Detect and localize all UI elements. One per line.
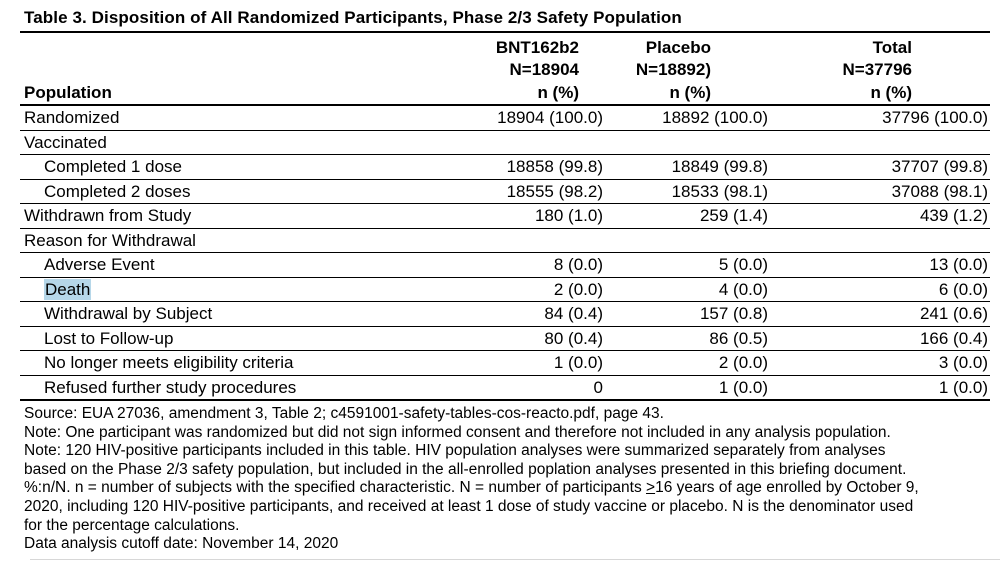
row-header-population: Population — [24, 83, 112, 102]
row-value: 84 (0.4) — [544, 304, 603, 323]
footnotes: Source: EUA 27036, amendment 3, Table 2;… — [20, 401, 990, 554]
row-value: 0 — [593, 377, 603, 397]
row-value: 37088 (98.1) — [891, 181, 988, 201]
row-value: 3 (0.0) — [938, 353, 988, 372]
table-row: No longer meets eligibility criteria 1 (… — [20, 351, 990, 376]
header-row-stat: Population n (%) n (%) n (%) — [20, 81, 990, 104]
table-row: Reason for Withdrawal — [20, 229, 990, 253]
table-row: Randomized 18904 (100.0) 18892 (100.0) 3… — [20, 106, 990, 131]
row-value: 241 (0.6) — [919, 304, 988, 323]
row-value: 37707 (99.8) — [891, 157, 988, 176]
table-row: Completed 1 dose 18858 (99.8) 18849 (99.… — [20, 155, 990, 180]
footnote-line: Source: EUA 27036, amendment 3, Table 2;… — [24, 405, 664, 422]
row-value: 13 (0.0) — [929, 255, 988, 274]
table-row: Refused further study procedures 0 1 (0.… — [20, 376, 990, 401]
row-value: 5 (0.0) — [718, 255, 768, 274]
row-label: Lost to Follow-up — [44, 328, 174, 348]
column-n-placebo: N=18892) — [635, 60, 711, 79]
column-stat-placebo: n (%) — [669, 83, 711, 102]
header-row-n: N=18904 N=18892) N=37796 — [20, 59, 990, 81]
row-value: 439 (1.2) — [919, 206, 988, 225]
footnote-line: %:n/N. n = number of subjects with the s… — [24, 479, 919, 497]
table-body: Randomized 18904 (100.0) 18892 (100.0) 3… — [20, 106, 990, 401]
greater-equal-symbol: > — [646, 479, 656, 497]
row-label: Withdrawal by Subject — [44, 304, 213, 323]
header-row-names: BNT162b2 Placebo Total — [20, 37, 990, 59]
row-label: Completed 2 doses — [44, 181, 191, 201]
table-row: Withdrawal by Subject 84 (0.4) 157 (0.8)… — [20, 302, 990, 327]
row-label: No longer meets eligibility criteria — [44, 353, 294, 372]
row-label: Reason for Withdrawal — [24, 230, 196, 250]
column-header-placebo: Placebo — [645, 38, 711, 57]
row-value: 86 (0.5) — [709, 328, 768, 348]
column-n-bnt162b2: N=18904 — [509, 60, 579, 79]
row-value: 1 (0.0) — [938, 377, 988, 397]
table-row: Completed 2 doses 18555 (98.2) 18533 (98… — [20, 180, 990, 204]
row-value: 18904 (100.0) — [497, 108, 603, 127]
row-value: 180 (1.0) — [534, 206, 603, 225]
footnote-line: Note: 120 HIV-positive participants incl… — [24, 442, 886, 460]
table-title: Table 3. Disposition of All Randomized P… — [20, 0, 990, 33]
row-label: Death — [20, 278, 390, 302]
highlighted-text: Death — [44, 278, 92, 300]
row-label: Randomized — [24, 108, 120, 127]
table-row: Vaccinated — [20, 131, 990, 155]
row-value: 18849 (99.8) — [671, 157, 768, 176]
table-row: Adverse Event 8 (0.0) 5 (0.0) 13 (0.0) — [20, 253, 990, 278]
table-row: Lost to Follow-up 80 (0.4) 86 (0.5) 166 … — [20, 327, 990, 351]
footnote-line: 2020, including 120 HIV-positive partici… — [24, 497, 914, 515]
table-row: Death 2 (0.0) 4 (0.0) 6 (0.0) — [20, 278, 990, 302]
column-header-bnt162b2: BNT162b2 — [495, 38, 579, 57]
row-value: 1 (0.0) — [718, 377, 768, 397]
row-value: 166 (0.4) — [919, 328, 988, 348]
row-value: 2 (0.0) — [553, 279, 603, 299]
footnote-line: based on the Phase 2/3 safety population… — [24, 460, 907, 478]
row-value: 18533 (98.1) — [671, 181, 768, 201]
row-value: 8 (0.0) — [553, 255, 603, 274]
row-value: 157 (0.8) — [699, 304, 768, 323]
footnote-line: for the percentage calculations. — [24, 516, 240, 534]
table-header: BNT162b2 Placebo Total N=18904 N=18892) … — [20, 33, 990, 106]
row-value: 18858 (99.8) — [506, 157, 603, 176]
row-label: Adverse Event — [44, 255, 155, 274]
document-page: Table 3. Disposition of All Randomized P… — [20, 0, 990, 554]
table-row: Withdrawn from Study 180 (1.0) 259 (1.4)… — [20, 204, 990, 229]
row-value: 18892 (100.0) — [662, 108, 768, 127]
row-label: Completed 1 dose — [44, 157, 182, 176]
row-value: 4 (0.0) — [718, 279, 768, 299]
row-value: 80 (0.4) — [544, 328, 603, 348]
row-value: 18555 (98.2) — [506, 181, 603, 201]
row-value: 1 (0.0) — [553, 353, 603, 372]
row-label: Refused further study procedures — [44, 377, 297, 397]
column-stat-total: n (%) — [870, 83, 912, 102]
footnote-line: Note: One participant was randomized but… — [24, 423, 891, 441]
row-value: 2 (0.0) — [718, 353, 768, 372]
row-value: 259 (1.4) — [699, 206, 768, 225]
column-header-total: Total — [872, 38, 912, 57]
page-bottom-divider — [30, 559, 1000, 560]
row-label: Vaccinated — [24, 132, 107, 152]
row-value: 6 (0.0) — [938, 279, 988, 299]
row-value: 37796 (100.0) — [882, 108, 988, 127]
column-stat-bnt162b2: n (%) — [537, 83, 579, 102]
column-n-total: N=37796 — [842, 60, 912, 79]
row-label: Withdrawn from Study — [24, 206, 192, 225]
footnote-line: Data analysis cutoff date: November 14, … — [24, 535, 339, 553]
